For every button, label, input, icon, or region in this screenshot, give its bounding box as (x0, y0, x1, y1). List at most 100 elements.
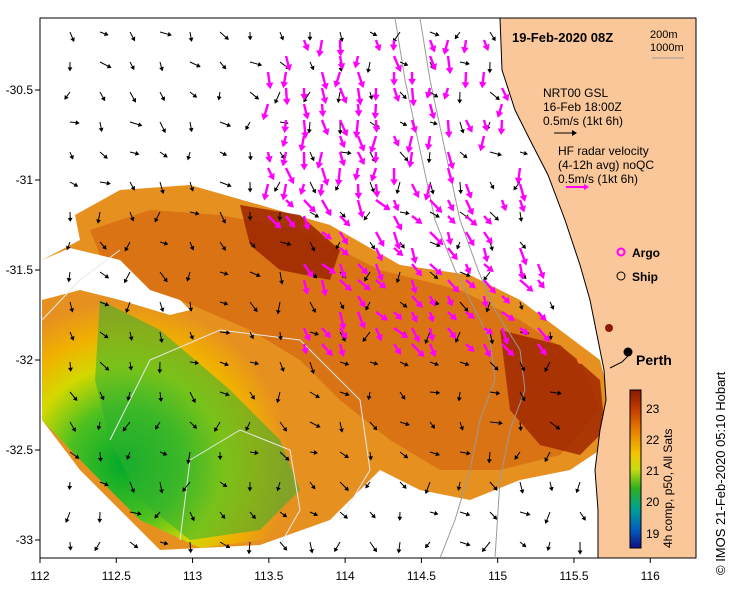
model-arrow (429, 361, 440, 367)
map-title: 19-Feb-2020 08Z (512, 30, 613, 45)
radar-arrow (338, 119, 349, 137)
model-arrow (336, 91, 342, 104)
model-arrow (188, 31, 194, 42)
model-arrow (219, 361, 229, 367)
model-arrow (429, 120, 438, 126)
model-arrow (481, 541, 491, 553)
model-arrow (123, 271, 131, 284)
radar-arrow (320, 71, 329, 90)
radar-arrow (338, 151, 347, 167)
radar-arrow (371, 151, 380, 164)
radar-arrow (411, 295, 423, 308)
radar-arrow (447, 247, 458, 261)
model-arrow (214, 421, 221, 432)
radar-arrow (338, 263, 347, 279)
radar-arrow (406, 151, 415, 168)
model-arrow (129, 211, 135, 222)
radar-arrow (352, 119, 361, 139)
radar-arrow (357, 263, 369, 275)
model-arrow (519, 511, 531, 517)
model-arrow (309, 541, 314, 554)
radar-arrow (447, 327, 457, 340)
model-arrow (339, 451, 349, 459)
contour-legend-1000m: 1000m (650, 42, 684, 54)
model-arrow (429, 421, 435, 429)
radar-arrow (410, 183, 420, 198)
model-arrow (129, 91, 137, 103)
model-arrow (575, 481, 581, 494)
model-arrow (309, 241, 316, 252)
radar-arrow (352, 167, 361, 181)
model-arrow (429, 390, 441, 396)
model-arrow (186, 151, 192, 161)
model-arrow (395, 271, 401, 284)
credit-text: © IMOS 21-Feb-2020 05:10 Hobart (713, 371, 728, 575)
model-arrow (485, 301, 491, 313)
radar-arrow (303, 199, 316, 213)
model-arrow (185, 271, 191, 282)
radar-arrow (280, 135, 289, 148)
model-arrow (67, 481, 73, 491)
radar-arrow (519, 327, 529, 335)
model-arrow (279, 271, 284, 285)
model-arrow (279, 511, 288, 518)
model-arrow (189, 91, 198, 98)
radar-arrow (411, 343, 425, 358)
model-arrow (69, 301, 75, 313)
radar-arrow (514, 167, 523, 185)
model-arrow (249, 450, 259, 456)
model-arrow (309, 391, 320, 399)
model-arrow (549, 421, 561, 430)
radar-arrow (445, 55, 454, 75)
model-arrow (129, 481, 135, 494)
model-arrow (182, 481, 191, 492)
radar-arrow (339, 279, 352, 292)
model-arrow (189, 181, 195, 192)
model-arrow (459, 450, 471, 456)
model-arrow (339, 150, 352, 156)
model-arrow (99, 31, 109, 37)
model-arrow (309, 331, 320, 336)
model-arrow (334, 541, 341, 553)
model-arrow (363, 211, 371, 221)
radar-arrow (282, 87, 291, 106)
radar-arrow (410, 327, 420, 343)
model-arrow (309, 450, 319, 455)
x-tick-label: 114 (336, 569, 355, 583)
model-arrow (249, 391, 255, 400)
radar-arrow (390, 71, 398, 86)
x-tick-label: 115 (488, 569, 507, 583)
radar-arrow (447, 279, 460, 293)
model-arrow (364, 271, 371, 282)
model-arrow (513, 181, 521, 191)
radar-arrow (354, 183, 363, 200)
model-arrow (459, 151, 468, 159)
radar-arrow (338, 87, 348, 104)
model-arrow (68, 361, 73, 372)
model-arrow (245, 421, 251, 432)
radar-arrow (446, 151, 455, 170)
model-arrow (245, 121, 251, 131)
model-arrow (66, 241, 71, 251)
model-arrow (429, 241, 441, 248)
radar-arrow (423, 183, 432, 201)
model-arrow (124, 241, 131, 252)
radar-arrow (374, 327, 383, 342)
model-legend-name: NRT00 GSL (543, 86, 608, 100)
model-arrow (489, 151, 502, 157)
radar-arrow (267, 215, 282, 229)
radar-arrow (445, 231, 454, 246)
model-arrow (399, 210, 410, 216)
sst-isotherms (41, 249, 371, 546)
radar-arrow (369, 167, 378, 182)
model-arrow (67, 211, 73, 222)
radar-arrow (461, 39, 469, 54)
radar-arrow (464, 199, 474, 216)
radar-arrow (392, 215, 403, 231)
radar-arrow (371, 87, 380, 101)
model-arrow (189, 331, 194, 340)
model-arrow (157, 361, 163, 374)
model-arrow (429, 211, 440, 218)
argo-legend-icon (616, 247, 626, 257)
radar-arrow (479, 71, 487, 89)
